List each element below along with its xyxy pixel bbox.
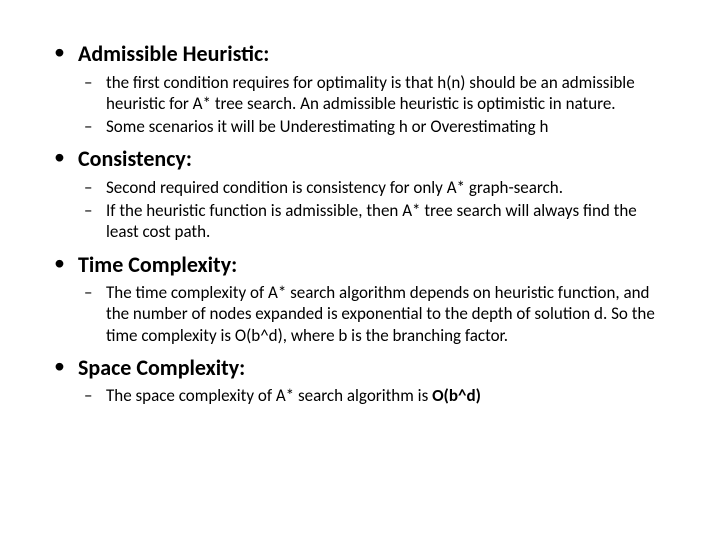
section-admissible: Admissible Heuristic: the first conditio… <box>50 40 670 137</box>
sublist-space-complexity: The space complexity of A* search algori… <box>78 385 670 406</box>
heading-consistency: Consistency: <box>78 145 670 173</box>
section-space-complexity: Space Complexity: The space complexity o… <box>50 354 670 407</box>
list-item: the first condition requires for optimal… <box>78 72 670 115</box>
heading-time-complexity: Time Complexity: <box>78 251 670 279</box>
bullet-list-level1: Admissible Heuristic: the first conditio… <box>50 40 670 407</box>
heading-admissible: Admissible Heuristic: <box>78 40 670 68</box>
list-item: Second required condition is consistency… <box>78 177 670 198</box>
bold-complexity: O(b^d) <box>432 385 481 406</box>
list-item: The time complexity of A* search algorit… <box>78 282 670 346</box>
section-time-complexity: Time Complexity: The time complexity of … <box>50 251 670 346</box>
list-item: If the heuristic function is admissible,… <box>78 200 670 243</box>
list-item: Some scenarios it will be Underestimatin… <box>78 116 670 137</box>
sublist-time-complexity: The time complexity of A* search algorit… <box>78 282 670 346</box>
sublist-admissible: the first condition requires for optimal… <box>78 72 670 138</box>
list-item: The space complexity of A* search algori… <box>78 385 670 406</box>
section-consistency: Consistency: Second required condition i… <box>50 145 670 242</box>
heading-space-complexity: Space Complexity: <box>78 354 670 382</box>
sublist-consistency: Second required condition is consistency… <box>78 177 670 243</box>
